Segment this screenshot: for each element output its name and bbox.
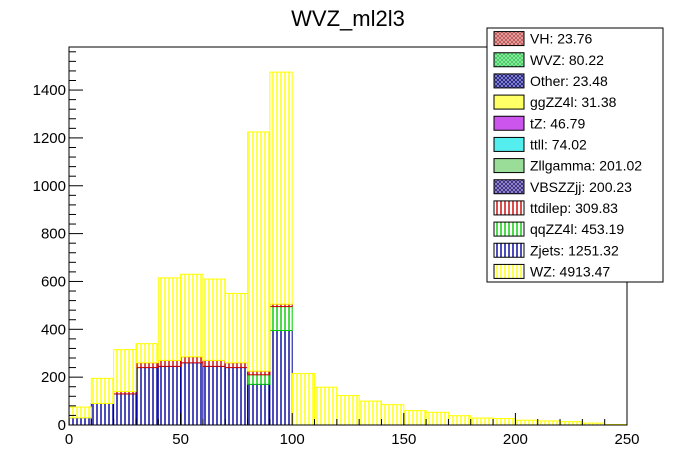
legend-swatch bbox=[493, 52, 525, 68]
bar-ttdilep-6 bbox=[202, 359, 226, 367]
y-tick-label: 1200 bbox=[33, 130, 66, 147]
bar-wz-20 bbox=[514, 419, 539, 426]
bar-ttdilep-7 bbox=[224, 362, 249, 369]
bar-wz-5 bbox=[180, 273, 204, 358]
bar-zjets-3 bbox=[135, 367, 159, 426]
y-tick-label: 400 bbox=[41, 321, 66, 338]
legend-label: ttll: 74.02 bbox=[530, 136, 587, 152]
bar-wz-17 bbox=[447, 415, 472, 426]
bar-wz-10 bbox=[291, 373, 316, 426]
legend-swatch bbox=[493, 158, 525, 174]
bar-wz-15 bbox=[403, 410, 427, 426]
bar-wz-14 bbox=[380, 404, 405, 426]
bar-wz-12 bbox=[336, 395, 360, 426]
legend-swatch bbox=[493, 263, 525, 279]
x-tick-label: 100 bbox=[280, 431, 305, 448]
legend-label: WVZ: 80.22 bbox=[530, 52, 604, 68]
legend-label: qqZZ4l: 453.19 bbox=[530, 221, 624, 237]
bar-ttdilep-3 bbox=[135, 362, 159, 369]
chart-title: WVZ_ml2l3 bbox=[291, 6, 405, 31]
bar-wz-19 bbox=[492, 418, 516, 426]
bar-wz-16 bbox=[425, 411, 449, 426]
legend-swatch bbox=[493, 242, 525, 258]
bar-ttdilep-4 bbox=[157, 359, 182, 367]
bar-zjets-2 bbox=[113, 393, 137, 426]
legend-swatch bbox=[493, 94, 525, 110]
bar-wz-11 bbox=[314, 386, 338, 426]
x-tick-label: 50 bbox=[172, 431, 189, 448]
bar-wz-3 bbox=[135, 343, 159, 364]
bar-zjets-1 bbox=[90, 402, 115, 426]
bar-wz-22 bbox=[559, 421, 583, 426]
y-tick-label: 0 bbox=[58, 417, 66, 434]
bar-zjets-7 bbox=[224, 367, 249, 426]
bar-zjets-5 bbox=[180, 362, 204, 426]
x-tick-label: 200 bbox=[503, 431, 528, 448]
legend-label: VBSZZjj: 200.23 bbox=[530, 179, 632, 195]
legend-swatch bbox=[493, 115, 525, 131]
bar-zjets-0 bbox=[68, 417, 92, 426]
bar-zjets-4 bbox=[157, 365, 182, 426]
legend-swatch bbox=[493, 179, 525, 195]
legend-label: tZ: 46.79 bbox=[530, 115, 585, 131]
y-tick-label: 200 bbox=[41, 369, 66, 386]
y-tick-label: 1400 bbox=[33, 82, 66, 99]
y-tick-label: 800 bbox=[41, 226, 66, 243]
legend-box bbox=[486, 27, 664, 283]
legend-swatch bbox=[493, 31, 525, 47]
bar-zjets-6 bbox=[202, 365, 226, 426]
bar-wz-21 bbox=[537, 420, 561, 426]
bar-wz-8 bbox=[247, 131, 271, 372]
x-tick-label: 150 bbox=[391, 431, 416, 448]
bar-wz-6 bbox=[202, 278, 226, 361]
bar-qqzz4l-8 bbox=[247, 374, 271, 385]
legend-swatch bbox=[493, 200, 525, 216]
x-tick-label: 250 bbox=[614, 431, 639, 448]
bar-wz-9 bbox=[269, 71, 293, 305]
legend-label: ggZZ4l: 31.38 bbox=[530, 94, 617, 110]
bar-wz-7 bbox=[224, 292, 249, 364]
y-tick-label: 1000 bbox=[33, 178, 66, 195]
legend-label: VH: 23.76 bbox=[530, 31, 592, 47]
legend-swatch bbox=[493, 136, 525, 152]
bar-wz-13 bbox=[358, 400, 382, 426]
axes-layer: 0 50 100 150 200 250 0 200 400 600 800 1000 1200 1400 bbox=[33, 46, 640, 448]
bars-layer bbox=[68, 71, 628, 426]
bar-wz-0 bbox=[68, 406, 92, 419]
y-tick-label: 600 bbox=[41, 273, 66, 290]
x-tick-label: 0 bbox=[65, 431, 73, 448]
bar-ttdilep-5 bbox=[180, 356, 204, 364]
legend-label: WZ: 4913.47 bbox=[530, 263, 610, 279]
legend-swatch bbox=[493, 73, 525, 89]
legend-label: ttdilep: 309.83 bbox=[530, 200, 618, 216]
bar-ttdilep-8 bbox=[247, 370, 271, 376]
legend-label: Zjets: 1251.32 bbox=[530, 242, 619, 258]
bar-qqzz4l-9 bbox=[269, 306, 293, 332]
legend-label: Zllgamma: 201.02 bbox=[530, 158, 642, 174]
bar-wz-1 bbox=[90, 377, 115, 404]
bar-wz-18 bbox=[470, 417, 494, 426]
legend-label: Other: 23.48 bbox=[530, 73, 608, 89]
bar-zjets-8 bbox=[247, 383, 271, 426]
bar-wz-2 bbox=[113, 349, 137, 393]
bar-zjets-9 bbox=[269, 330, 293, 426]
bar-wz-4 bbox=[157, 277, 182, 361]
legend: VH: 23.76 WVZ: 80.22 Other: 23.48 ggZZ4l: 3… bbox=[486, 27, 664, 283]
legend-swatch bbox=[493, 221, 525, 237]
